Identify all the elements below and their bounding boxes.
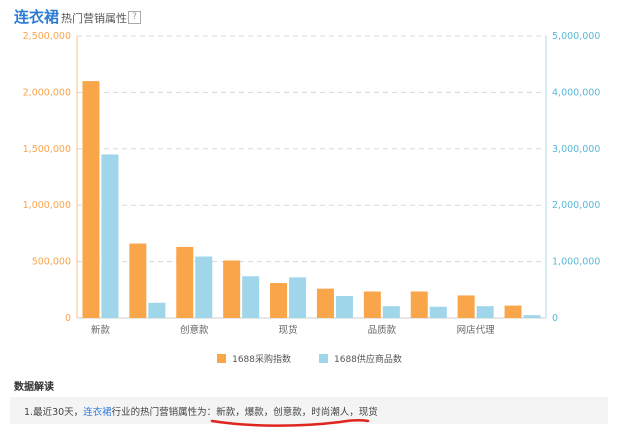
y-right-tick-label: 4,000,000: [552, 87, 600, 98]
y-left-tick-label: 2,000,000: [23, 87, 71, 98]
legend-label-supplier-count: 1688供应商品数: [334, 355, 402, 365]
bar-purchase-index: [457, 295, 475, 318]
y-right-tick-label: 2,000,000: [552, 200, 600, 211]
bar-purchase-index: [504, 305, 522, 318]
help-icon[interactable]: ?: [128, 11, 141, 24]
bar-purchase-index: [176, 246, 194, 318]
bar-supplier-count: [476, 306, 494, 318]
legend-label-purchase-index: 1688采购指数: [232, 355, 291, 365]
bar-supplier-count: [101, 154, 119, 318]
analysis-highlights: 新款，爆款，创意款，时尚潮人，现货: [216, 407, 378, 418]
analysis-box: 1.最近30天，连衣裙行业的热门营销属性为：新款，爆款，创意款，时尚潮人，现货: [10, 397, 608, 424]
bar-supplier-count: [148, 302, 166, 318]
y-left-tick-label: 0: [65, 313, 71, 324]
y-left-tick-label: 500,000: [32, 257, 71, 268]
bar-purchase-index: [223, 260, 241, 318]
legend-swatch-purchase-index: [217, 354, 227, 363]
x-tick-label: 现货: [279, 324, 298, 336]
bar-purchase-index: [270, 283, 288, 318]
y-right-tick-label: 3,000,000: [552, 144, 600, 155]
bar-supplier-count: [523, 315, 541, 318]
chart-legend: 1688采购指数 1688供应商品数: [0, 352, 619, 365]
bar-purchase-index: [82, 81, 100, 319]
y-right-tick-label: 1,000,000: [552, 257, 600, 268]
analysis-keyword-link[interactable]: 连衣裙: [83, 407, 112, 418]
legend-item-purchase-index[interactable]: 1688采购指数: [217, 352, 291, 365]
bar-purchase-index: [129, 243, 147, 318]
bar-supplier-count: [429, 306, 447, 318]
y-left-tick-label: 2,500,000: [23, 31, 71, 42]
page-title: 连衣裙 热门营销属性: [14, 6, 127, 27]
x-tick-label: 创意款: [180, 324, 209, 336]
analysis-middle: 行业的热门营销属性为：: [111, 407, 217, 418]
legend-swatch-supplier-count: [319, 354, 328, 363]
bar-supplier-count: [289, 277, 307, 318]
x-tick-label: 网店代理: [457, 324, 496, 336]
bar-chart: 0 0 500,000 1,000,000 1,000,000 2,000,000 1,50…: [23, 31, 601, 336]
bar-supplier-count: [242, 276, 260, 318]
bar-supplier-count: [335, 296, 353, 318]
y-right-tick-label: 0: [552, 313, 558, 324]
bar-purchase-index: [316, 288, 334, 318]
bar-supplier-count: [382, 306, 400, 318]
bar-purchase-index: [410, 291, 428, 318]
analysis-heading: 数据解读: [14, 382, 54, 393]
page-title-main: 连衣裙: [14, 8, 60, 26]
analysis-text: 1.最近30天，连衣裙行业的热门营销属性为：新款，爆款，创意款，时尚潮人，现货: [24, 404, 378, 418]
analysis-prefix: 1.最近30天，: [24, 407, 84, 418]
x-tick-label: 品质款: [368, 324, 397, 336]
bar-supplier-count: [195, 256, 213, 318]
legend-item-supplier-count[interactable]: 1688供应商品数: [319, 352, 402, 365]
bar-purchase-index: [363, 291, 381, 318]
y-left-tick-label: 1,500,000: [23, 144, 71, 155]
y-left-tick-label: 1,000,000: [23, 200, 71, 211]
x-tick-label: 新款: [91, 324, 111, 336]
y-right-tick-label: 5,000,000: [552, 31, 600, 42]
page-title-sub: 热门营销属性: [61, 12, 128, 25]
